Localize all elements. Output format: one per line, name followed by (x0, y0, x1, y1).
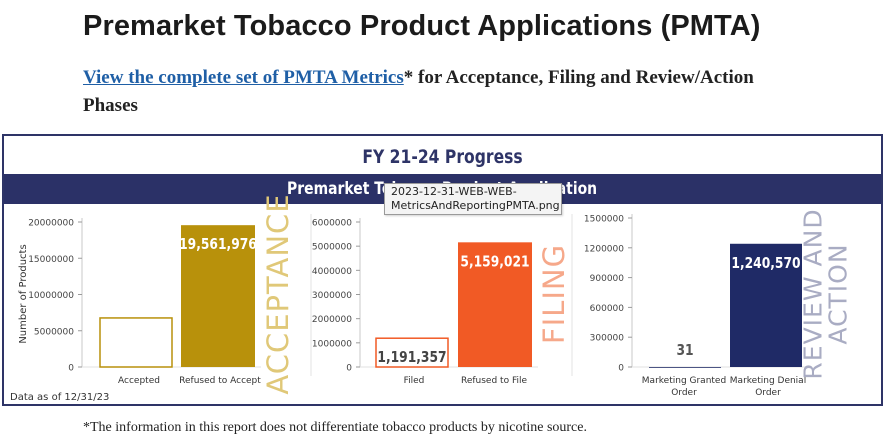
section-side-label: FILING (537, 244, 571, 344)
bar (181, 225, 255, 367)
bar-value-label: 6,765,750 (101, 329, 170, 346)
bar (649, 366, 721, 368)
image-filename-tooltip: 2023-12-31-WEB-WEB-MetricsAndReportingPM… (384, 183, 562, 215)
bar-value-label: 5,159,021 (460, 253, 529, 270)
bar (458, 242, 532, 367)
y-tick-label: 10000000 (28, 291, 74, 301)
bar (730, 243, 802, 367)
intro-text: View the complete set of PMTA Metrics* f… (83, 64, 763, 120)
bar-value-label: 1,240,570 (731, 255, 800, 272)
y-tick-label: 300000 (590, 334, 625, 344)
y-tick-label: 900000 (590, 274, 625, 284)
intro-rest-text: * for Acceptance, Filing and Review/Acti… (83, 67, 754, 116)
bar-value-label: 31 (676, 342, 693, 359)
y-tick-label: 20000000 (28, 219, 74, 229)
bar-value-label: 19,561,976 (179, 236, 257, 253)
category-label: Refused to Accept (179, 376, 261, 386)
y-tick-label: 1500000 (584, 215, 624, 225)
footnote: *The information in this report does not… (83, 420, 587, 435)
category-label: Marketing Granted (642, 376, 726, 386)
y-tick-label: 600000 (590, 304, 625, 314)
category-label: Order (671, 388, 697, 398)
y-tick-label: 5000000 (34, 327, 74, 337)
y-tick-label: 0 (68, 364, 74, 374)
category-label: Order (755, 388, 781, 398)
category-label: Filed (404, 376, 425, 386)
infographic-title: FY 21-24 Progress (362, 146, 523, 168)
page-title: Premarket Tobacco Product Applications (… (83, 10, 761, 42)
y-tick-label: 5000000 (312, 243, 352, 253)
bar (375, 337, 449, 368)
data-as-of-note: Data as of 12/31/23 (10, 392, 109, 403)
section-side-label: REVIEW AND (799, 208, 828, 379)
pmta-bar-charts: 050000001000000015000000200000006,765,75… (10, 193, 853, 403)
category-label: Refused to File (461, 376, 527, 386)
y-tick-label: 1200000 (584, 244, 624, 254)
y-tick-label: 3000000 (312, 291, 352, 301)
y-tick-label: 15000000 (28, 255, 74, 265)
y-tick-label: 4000000 (312, 267, 352, 277)
y-tick-label: 6000000 (312, 219, 352, 229)
category-label: Accepted (118, 376, 160, 386)
y-tick-label: 1000000 (312, 339, 352, 349)
category-label: Marketing Denial (730, 376, 806, 386)
section-side-label: ACTION (824, 243, 853, 344)
pmta-metrics-link[interactable]: View the complete set of PMTA Metrics (83, 67, 404, 88)
y-tick-label: 2000000 (312, 315, 352, 325)
y-tick-label: 0 (346, 364, 352, 374)
y-axis-title: Number of Products (18, 244, 29, 343)
section-side-label: ACCEPTANCE (261, 193, 295, 394)
pmta-progress-infographic: FY 21-24 Progress Premarket Tobacco Prod… (2, 134, 883, 406)
y-tick-label: 0 (618, 364, 624, 374)
bar-value-label: 1,191,357 (377, 349, 446, 366)
bar (99, 317, 173, 368)
